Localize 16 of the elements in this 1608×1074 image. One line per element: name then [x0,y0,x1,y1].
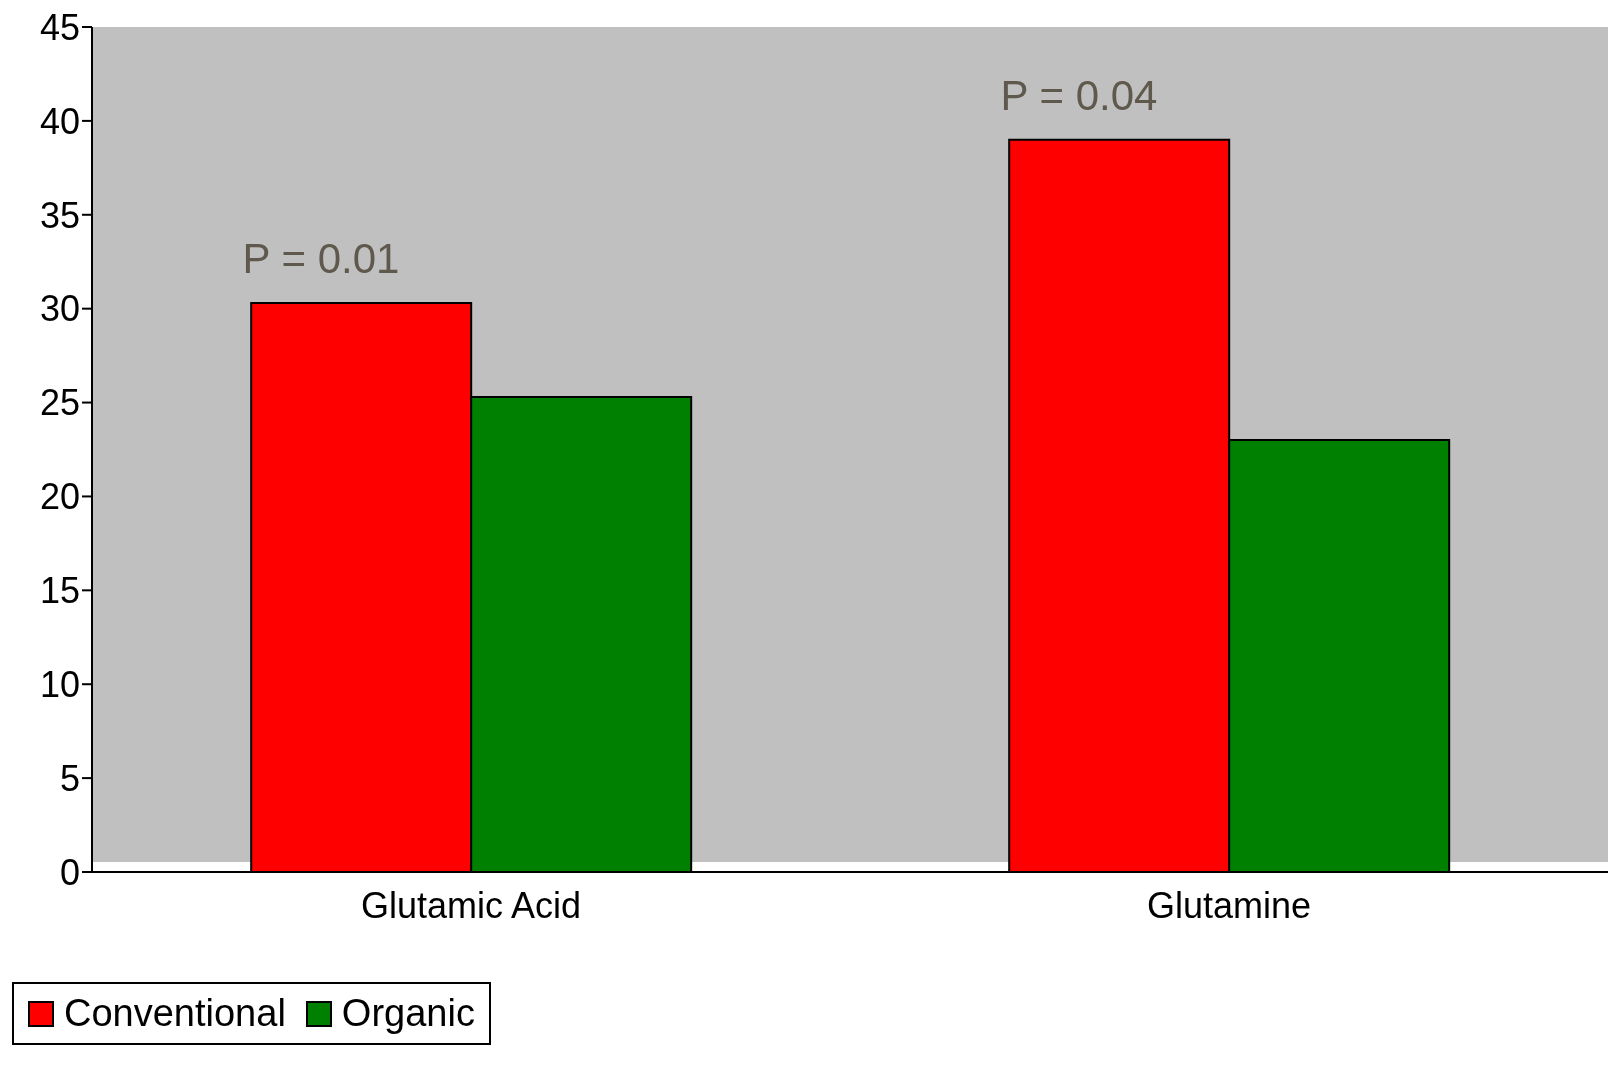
annotation: P = 0.04 [1000,71,1158,119]
x-tick-label: Glutamic Acid [360,884,582,926]
y-tick-label: 20 [39,476,80,518]
x-tick-label: Glutamine [1146,884,1312,926]
y-tick-label: 40 [39,100,80,142]
y-tick-label: 0 [59,851,80,893]
legend-label: Conventional [63,992,286,1035]
annotation: P = 0.01 [242,235,400,283]
y-tick-label: 25 [39,382,80,424]
y-tick-label: 35 [39,194,80,236]
y-tick-label: 15 [39,570,80,612]
y-tick-label: 5 [59,757,80,799]
legend-label: Organic [340,992,475,1035]
y-tick-label: 30 [39,288,80,330]
y-tick-label: 10 [39,664,80,705]
y-tick-label: 45 [39,6,80,48]
